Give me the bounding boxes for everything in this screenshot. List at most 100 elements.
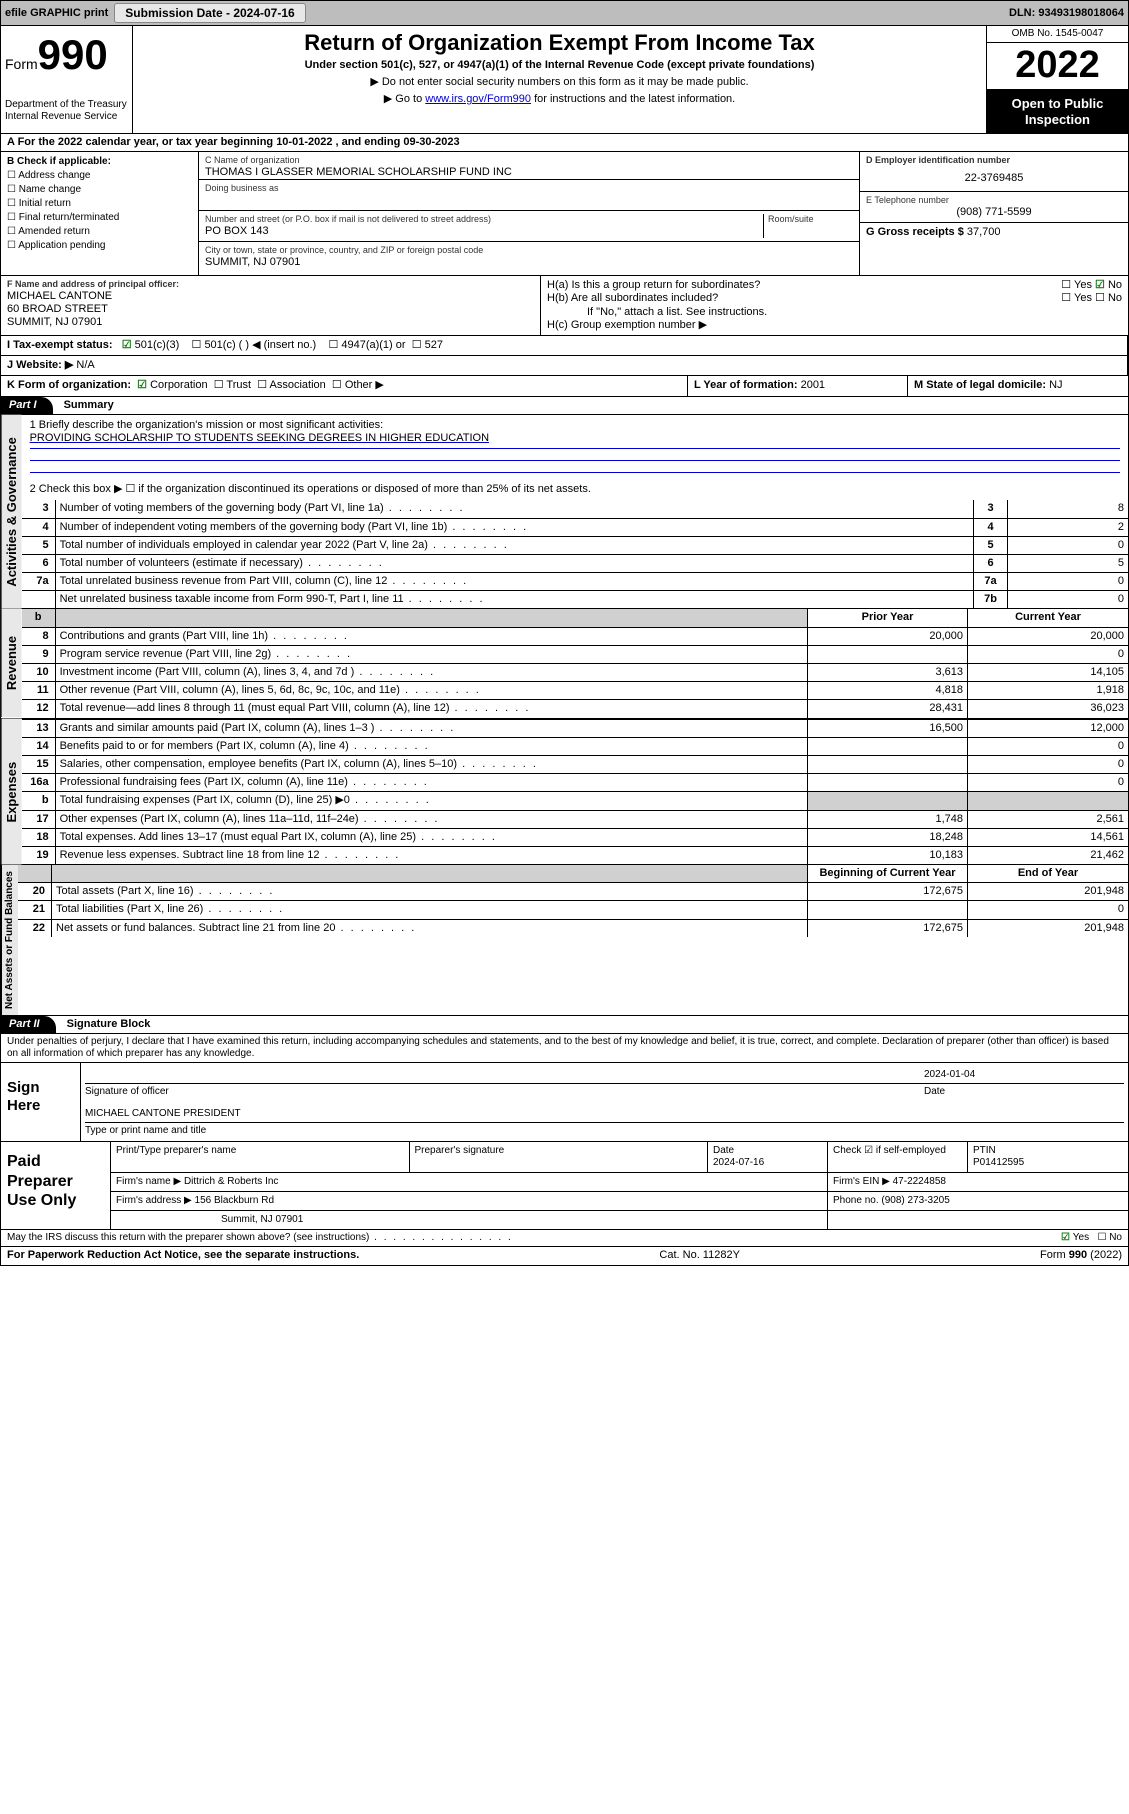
hdr-b: b xyxy=(22,609,56,626)
hdr-end: End of Year xyxy=(968,865,1128,882)
line-i: I Tax-exempt status: 501(c)(3) 501(c) ( … xyxy=(0,336,1129,356)
officer-addr1: 60 BROAD STREET xyxy=(7,303,534,316)
section-governance: Activities & Governance 1 Briefly descri… xyxy=(0,415,1129,610)
prep-selfemp[interactable]: Check ☑ if self-employed xyxy=(828,1142,968,1172)
hb-no[interactable]: No xyxy=(1095,292,1122,304)
open-inspection: Open to Public Inspection xyxy=(987,90,1128,133)
cb-name-change[interactable]: Name change xyxy=(7,183,192,197)
section-netassets: Net Assets or Fund Balances Beginning of… xyxy=(0,865,1129,1016)
footer-left: For Paperwork Reduction Act Notice, see … xyxy=(7,1249,359,1262)
dln-label: DLN: 93493198018064 xyxy=(1009,7,1124,20)
section-expenses: Expenses 13Grants and similar amounts pa… xyxy=(0,719,1129,866)
side-revenue: Revenue xyxy=(1,609,22,717)
line-13: 13Grants and similar amounts paid (Part … xyxy=(22,719,1128,737)
cb-501c[interactable]: 501(c) ( ) ◀ (insert no.) xyxy=(192,339,317,351)
efile-label: efile GRAPHIC print xyxy=(5,7,108,20)
cb-address-change[interactable]: Address change xyxy=(7,169,192,183)
org-city: SUMMIT, NJ 07901 xyxy=(205,256,853,269)
block-g-label: G Gross receipts $ xyxy=(866,226,964,238)
cb-initial-return[interactable]: Initial return xyxy=(7,197,192,211)
sign-date: 2024-01-04 xyxy=(924,1069,1124,1081)
part2-header: Part II Signature Block xyxy=(0,1016,1129,1034)
state-domicile: NJ xyxy=(1049,379,1062,391)
omb-number: OMB No. 1545-0047 xyxy=(987,26,1128,43)
gov-line-3: 3Number of voting members of the governi… xyxy=(22,500,1128,517)
ha-yes[interactable]: Yes xyxy=(1061,279,1092,291)
firm-addr1: 156 Blackburn Rd xyxy=(195,1195,275,1206)
form-header: Form990 Department of the Treasury Inter… xyxy=(0,26,1129,134)
h-c: H(c) Group exemption number ▶ xyxy=(547,319,1122,332)
line-16a: 16aProfessional fundraising fees (Part I… xyxy=(22,773,1128,791)
dept-label: Department of the Treasury xyxy=(5,99,128,111)
hdr-begin: Beginning of Current Year xyxy=(808,865,968,882)
line-klm: K Form of organization: Corporation Trus… xyxy=(0,376,1129,396)
line-21: 21Total liabilities (Part X, line 26)0 xyxy=(18,900,1128,918)
cb-501c3[interactable]: 501(c)(3) xyxy=(122,339,180,351)
gross-receipts: 37,700 xyxy=(967,226,1001,238)
submission-date-button[interactable]: Submission Date - 2024-07-16 xyxy=(114,3,305,23)
form-number: Form990 xyxy=(5,30,128,80)
cb-4947[interactable]: 4947(a)(1) or xyxy=(328,339,405,351)
prep-name-hdr: Print/Type preparer's name xyxy=(111,1142,410,1172)
line-8: 8Contributions and grants (Part VIII, li… xyxy=(22,627,1128,645)
footer-right: Form 990 (2022) xyxy=(1040,1249,1122,1262)
org-street: PO BOX 143 xyxy=(205,225,763,238)
tax-year: 2022 xyxy=(987,43,1128,90)
irs-label: Internal Revenue Service xyxy=(5,111,128,123)
officer-print-name: MICHAEL CANTONE PRESIDENT xyxy=(85,1108,241,1120)
line-20: 20Total assets (Part X, line 16)172,6752… xyxy=(18,882,1128,900)
discuss-yes[interactable]: Yes xyxy=(1061,1232,1089,1243)
sig-officer-label: Signature of officer xyxy=(85,1086,924,1098)
cb-final-return[interactable]: Final return/terminated xyxy=(7,211,192,225)
gov-line-6: 6Total number of volunteers (estimate if… xyxy=(22,554,1128,572)
line-19: 19Revenue less expenses. Subtract line 1… xyxy=(22,846,1128,864)
block-e-label: E Telephone number xyxy=(866,195,1122,206)
form-title: Return of Organization Exempt From Incom… xyxy=(141,30,978,56)
ein-value: 22-3769485 xyxy=(866,166,1122,191)
cb-trust[interactable]: Trust xyxy=(214,379,251,391)
page-footer: For Paperwork Reduction Act Notice, see … xyxy=(0,1247,1129,1265)
officer-group-block: F Name and address of principal officer:… xyxy=(0,276,1129,336)
discuss-no[interactable]: No xyxy=(1097,1232,1122,1243)
block-c-label: C Name of organization xyxy=(205,155,853,166)
website-value: N/A xyxy=(76,359,94,371)
line-17: 17Other expenses (Part IX, column (A), l… xyxy=(22,810,1128,828)
hdr-prior: Prior Year xyxy=(808,609,968,626)
cb-other[interactable]: Other ▶ xyxy=(332,379,384,391)
cb-assoc[interactable]: Association xyxy=(257,379,326,391)
hdr-current: Current Year xyxy=(968,609,1128,626)
declaration: Under penalties of perjury, I declare th… xyxy=(0,1034,1129,1063)
preparer-block: Paid Preparer Use Only Print/Type prepar… xyxy=(0,1142,1129,1230)
ha-no[interactable]: No xyxy=(1095,279,1122,291)
cb-app-pending[interactable]: Application pending xyxy=(7,239,192,253)
city-label: City or town, state or province, country… xyxy=(205,245,853,256)
line-22: 22Net assets or fund balances. Subtract … xyxy=(18,919,1128,937)
q2-label: 2 Check this box ▶ ☐ if the organization… xyxy=(30,483,1120,496)
org-name: THOMAS I GLASSER MEMORIAL SCHOLARSHIP FU… xyxy=(205,166,853,179)
name-title-label: Type or print name and title xyxy=(85,1125,1124,1137)
cb-527[interactable]: 527 xyxy=(412,339,443,351)
line-a-taxyear: A For the 2022 calendar year, or tax yea… xyxy=(0,134,1129,152)
h-b-note: If "No," attach a list. See instructions… xyxy=(547,306,1122,319)
gov-line-4: 4Number of independent voting members of… xyxy=(22,518,1128,536)
ptin: P01412595 xyxy=(973,1157,1024,1168)
firm-ein: 47-2224858 xyxy=(893,1176,946,1187)
form-subtitle: Under section 501(c), 527, or 4947(a)(1)… xyxy=(141,59,978,72)
date-label: Date xyxy=(924,1086,1124,1098)
footer-mid: Cat. No. 11282Y xyxy=(659,1249,740,1262)
line-9: 9Program service revenue (Part VIII, lin… xyxy=(22,645,1128,663)
cb-corp[interactable]: Corporation xyxy=(137,379,207,391)
entity-block: B Check if applicable: Address change Na… xyxy=(0,152,1129,276)
side-expenses: Expenses xyxy=(1,719,22,865)
officer-addr2: SUMMIT, NJ 07901 xyxy=(7,316,534,329)
firm-addr2: Summit, NJ 07901 xyxy=(111,1211,828,1229)
cb-amended[interactable]: Amended return xyxy=(7,225,192,239)
sign-here-label: Sign Here xyxy=(1,1063,81,1141)
hb-yes[interactable]: Yes xyxy=(1061,292,1092,304)
room-label: Room/suite xyxy=(768,214,853,225)
gov-line-7a: 7aTotal unrelated business revenue from … xyxy=(22,572,1128,590)
block-f-label: F Name and address of principal officer: xyxy=(7,279,534,290)
q1-label: 1 Briefly describe the organization's mi… xyxy=(30,419,1120,432)
irs-link[interactable]: www.irs.gov/Form990 xyxy=(425,93,531,105)
line-15: 15Salaries, other compensation, employee… xyxy=(22,755,1128,773)
